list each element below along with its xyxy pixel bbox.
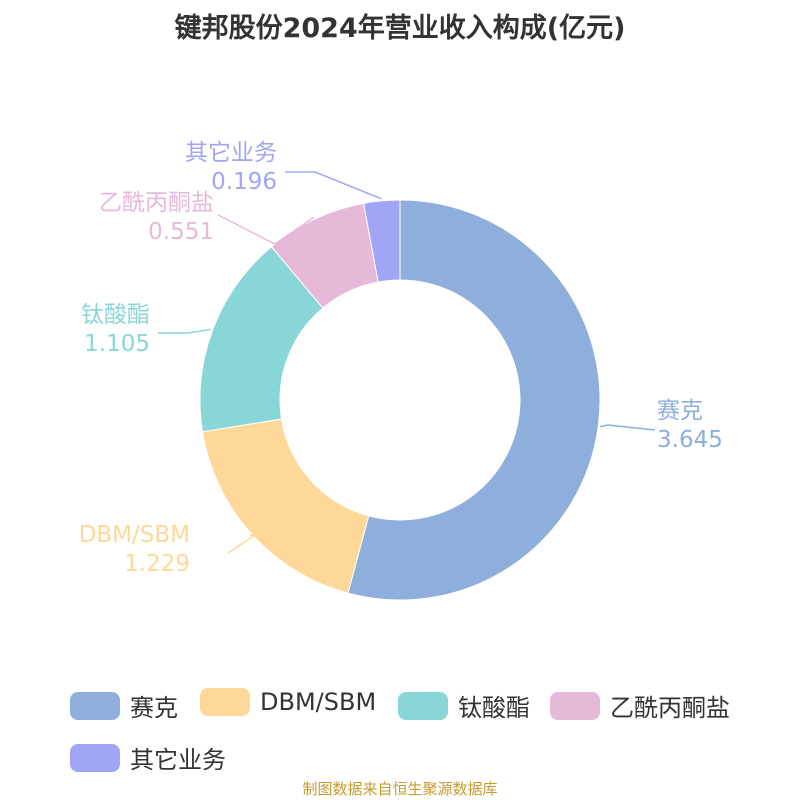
slice-value-label: 0.196 [211, 169, 277, 195]
legend-swatch [70, 743, 120, 772]
slice-category-label: 其它业务 [185, 140, 277, 166]
slice-value-label: 3.645 [657, 427, 723, 453]
slice-value-label: 1.229 [124, 551, 190, 577]
slice-4[interactable] [363, 199, 401, 283]
leader-line-1 [227, 534, 258, 554]
legend-item-qita[interactable]: 其它业务 [70, 740, 226, 775]
legend-label: 赛克 [130, 694, 178, 722]
legend-item-dbm-sbm[interactable]: DBM/SBM [200, 688, 376, 716]
slice-labels: 赛克 3.645 DBM/SBM 1.229 钛酸酯 1.105 乙酰丙酮盐 0.551 其它业… [79, 140, 723, 577]
slice-value-label: 1.105 [84, 331, 150, 357]
legend-item-taisuanzhi[interactable]: 钛酸酯 [398, 688, 530, 723]
data-source-note: 制图数据来自恒生聚源数据库 [302, 780, 498, 798]
legend-swatch [398, 691, 448, 720]
leader-lines [158, 171, 656, 554]
slice-category-label: 钛酸酯 [81, 302, 150, 328]
legend-swatch [70, 691, 120, 720]
slice-value-label: 0.551 [148, 219, 214, 245]
leader-line-3 [217, 214, 315, 245]
slice-category-label: 赛克 [657, 398, 703, 424]
slice-0[interactable] [347, 199, 601, 601]
leader-line-4 [285, 171, 382, 200]
legend-swatch [200, 688, 250, 716]
legend-label: 乙酰丙酮盐 [610, 694, 730, 722]
leader-line-2 [158, 328, 211, 334]
slice-category-label: DBM/SBM [79, 522, 190, 548]
legend-item-saike[interactable]: 赛克 [70, 688, 178, 723]
legend-label: 钛酸酯 [458, 694, 530, 722]
chart-title: 键邦股份2024年营业收入构成(亿元) [174, 13, 626, 44]
legend-label: DBM/SBM [260, 688, 377, 716]
slice-category-label: 乙酰丙酮盐 [99, 190, 214, 216]
legend-label: 其它业务 [130, 746, 226, 774]
leader-line-0 [600, 424, 656, 431]
legend-swatch [550, 691, 600, 720]
slice-1[interactable] [201, 418, 370, 594]
slices [199, 199, 601, 601]
legend-item-yixianbingtongyan[interactable]: 乙酰丙酮盐 [550, 688, 730, 723]
